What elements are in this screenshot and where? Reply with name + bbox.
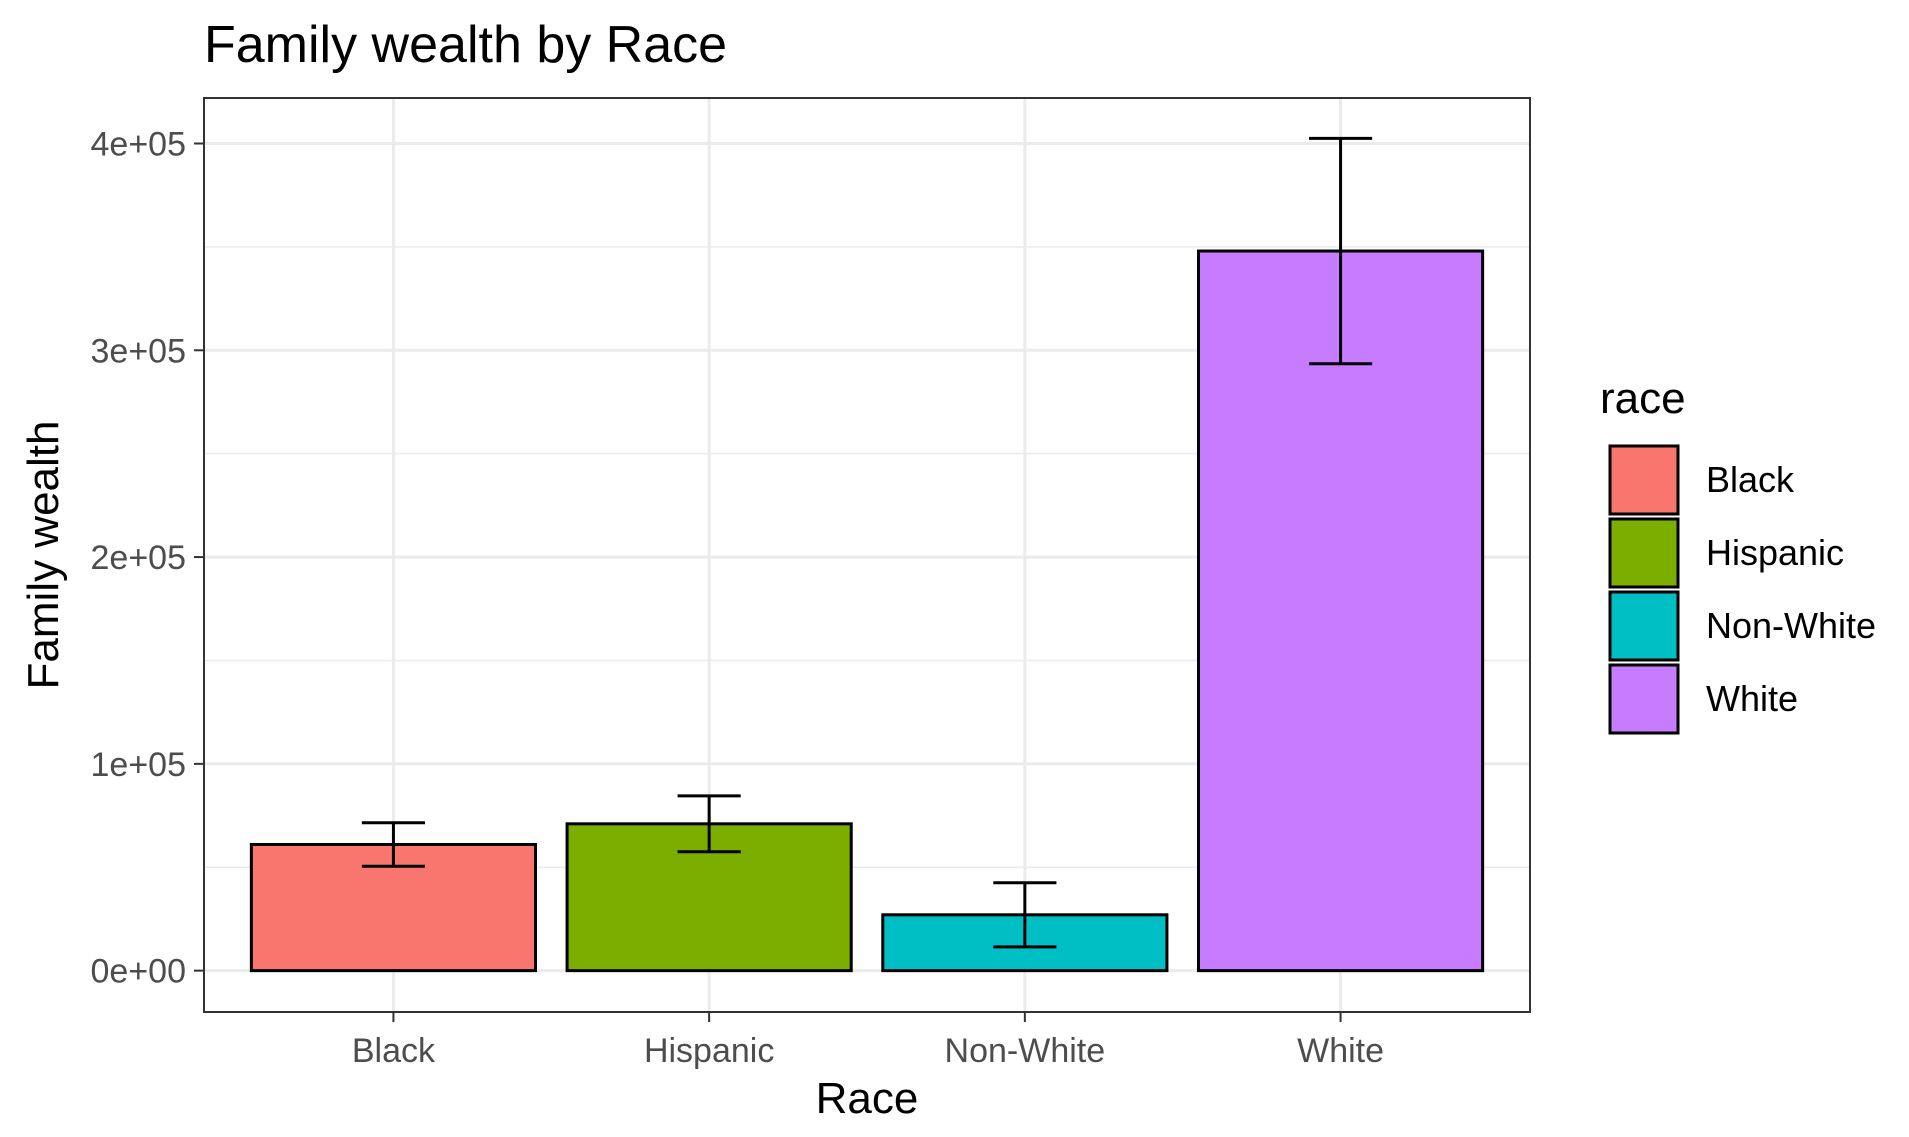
x-axis: Black Hispanic Non-White White bbox=[352, 1012, 1384, 1070]
legend-key-non-white bbox=[1608, 590, 1680, 662]
legend-key-black bbox=[1608, 444, 1680, 516]
x-tick-label: Black bbox=[352, 1032, 436, 1070]
y-tick-label: 1e+05 bbox=[91, 746, 187, 784]
error-bar bbox=[361, 821, 425, 868]
y-tick-label: 3e+05 bbox=[91, 332, 187, 370]
x-tick-label: Non-White bbox=[945, 1032, 1106, 1070]
error-bar bbox=[993, 881, 1057, 949]
legend-label: White bbox=[1706, 678, 1798, 719]
x-axis-title: Race bbox=[816, 1074, 919, 1123]
chart-title: Family wealth by Race bbox=[204, 16, 727, 74]
legend-label: Non-White bbox=[1706, 605, 1876, 646]
x-tick-label: White bbox=[1297, 1032, 1384, 1070]
y-axis: 0e+00 1e+05 2e+05 3e+05 4e+05 bbox=[91, 125, 204, 991]
legend: race Black Hispanic Non-White White bbox=[1600, 374, 1876, 735]
y-tick-label: 0e+00 bbox=[91, 953, 187, 991]
error-bar bbox=[1309, 136, 1373, 366]
y-tick-label: 4e+05 bbox=[91, 125, 187, 163]
legend-label: Hispanic bbox=[1706, 532, 1844, 573]
plot-border bbox=[203, 97, 1531, 1013]
y-tick-label: 2e+05 bbox=[91, 539, 187, 577]
legend-label: Black bbox=[1706, 459, 1795, 500]
legend-key-hispanic bbox=[1608, 517, 1680, 589]
legend-key-white bbox=[1608, 663, 1680, 735]
y-axis-title: Family wealth bbox=[19, 421, 68, 690]
x-tick-label: Hispanic bbox=[644, 1032, 774, 1070]
error-bars bbox=[361, 136, 1373, 949]
error-bar bbox=[677, 794, 741, 854]
legend-title: race bbox=[1600, 374, 1686, 423]
bar-white bbox=[1197, 249, 1485, 973]
